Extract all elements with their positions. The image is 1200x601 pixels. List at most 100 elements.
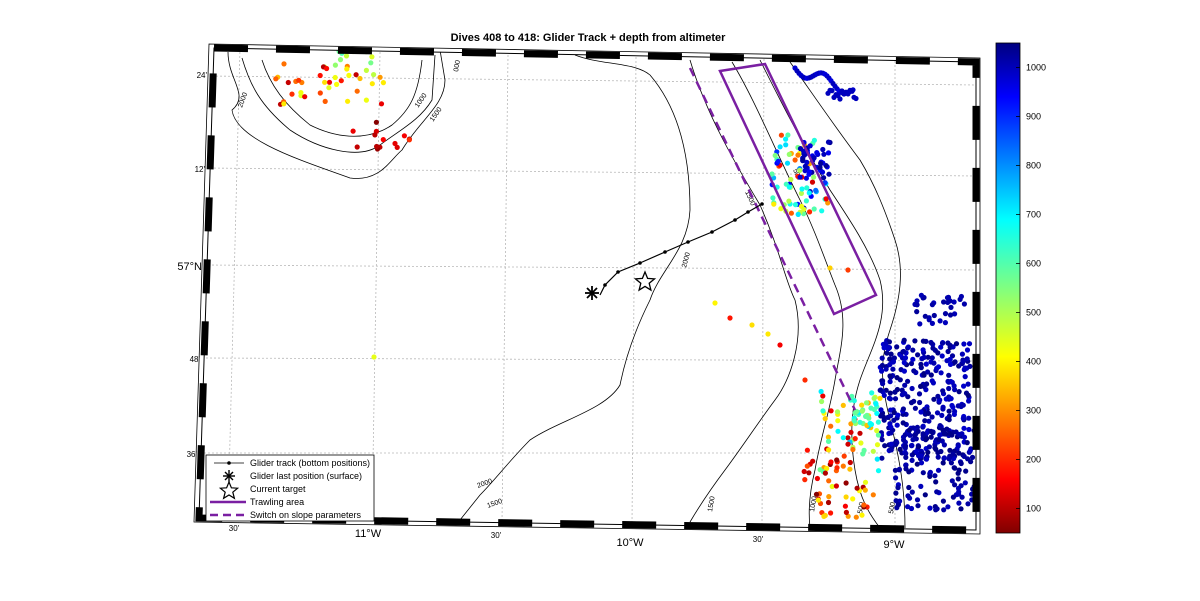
depth-point [322,98,328,104]
depth-point [337,57,344,63]
depth-point [783,142,789,148]
depth-point [895,502,902,508]
depth-point [363,67,369,73]
legend-item-last-position [223,470,235,482]
depth-point [929,302,936,308]
depth-point [804,447,811,453]
depth-point [910,347,916,353]
depth-point [778,206,784,212]
depth-point [804,463,810,469]
depth-point [821,151,827,157]
depth-point [777,342,783,348]
depth-point [900,420,906,426]
depth-point [784,160,791,166]
depth-point [924,436,930,442]
depth-point [769,171,775,177]
depth-point [950,494,957,500]
depth-point [941,431,948,437]
depth-point [806,169,813,175]
depth-point [887,373,893,379]
depth-point [834,465,840,471]
depth-point [877,395,883,401]
depth-point [874,442,881,448]
depth-point [394,144,400,150]
depth-point [925,449,931,455]
depth-point [966,398,972,404]
depth-point [835,428,841,434]
depth-point [825,438,832,444]
depth-point [938,370,944,376]
depth-point [883,340,889,347]
depth-point [825,434,832,440]
depth-point [322,79,328,85]
glider-last-position-asterisk [585,286,599,300]
depth-point [926,418,932,424]
depth-point [813,187,819,193]
depth-point [845,435,851,441]
depth-point [914,497,921,503]
depth-point [955,476,961,482]
depth-point [945,378,951,384]
depth-point [820,146,826,153]
depth-point [775,158,781,164]
depth-point [941,299,947,305]
depth-point [344,66,350,72]
depth-point [281,61,287,67]
depth-point [945,348,951,355]
depth-point [931,360,937,366]
track-point [603,283,607,287]
depth-point [934,410,941,416]
depth-point [874,456,880,462]
depth-point [818,160,824,166]
colorbar-tick-label: 200 [1026,455,1041,465]
depth-point [798,190,805,196]
depth-point [833,483,840,489]
depth-point [864,412,870,418]
depth-point [825,200,831,206]
depth-point [911,398,917,404]
legend: Glider track (bottom positions) Glider l… [205,454,375,522]
depth-point [961,383,967,389]
depth-point [933,446,939,452]
depth-point [875,419,882,425]
depth-point [927,473,933,479]
colorbar-tick-label: 1000 [1026,63,1046,73]
depth-point [928,339,934,346]
depth-point [915,428,921,434]
depth-point [915,503,921,509]
depth-point [912,405,919,411]
depth-point [371,72,377,78]
depth-point [870,448,876,454]
depth-point [824,465,830,472]
glider-track-line [599,203,763,296]
colorbar-tick-label: 300 [1026,406,1041,416]
depth-point [817,467,823,473]
depth-point [912,338,918,344]
depth-point [955,403,961,409]
depth-point [950,451,956,457]
depth-point [852,436,858,442]
lat-label: 24' [197,71,208,80]
depth-point [795,211,801,217]
depth-point [825,499,832,506]
depth-point [879,437,885,443]
depth-point [939,353,945,359]
contour-label: 1500 [707,496,717,513]
depth-point [945,504,951,510]
depth-point [848,429,854,435]
depth-point [802,477,808,483]
depth-point [941,455,948,461]
depth-point [857,419,863,425]
depth-point [879,368,885,374]
depth-point [965,456,971,462]
depth-point [967,363,973,369]
depth-point [931,396,937,402]
depth-point [883,366,889,372]
depth-point [941,507,947,513]
depth-point [843,480,849,486]
glider-track-points [603,202,764,287]
track-point [733,218,737,222]
depth-point [914,302,920,308]
depth-point [810,458,816,464]
